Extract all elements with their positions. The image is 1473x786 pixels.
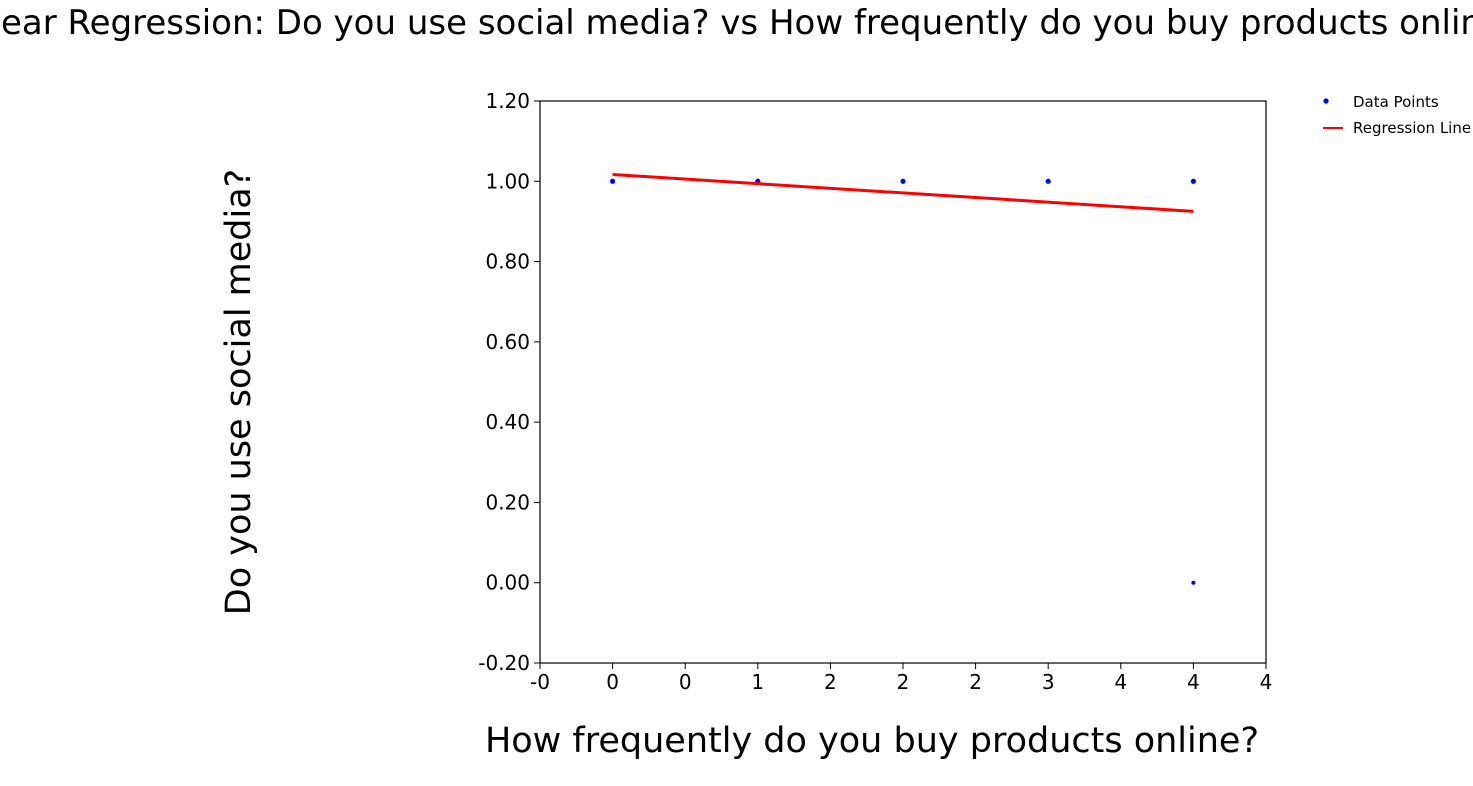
legend: Data Points Regression Line bbox=[1323, 93, 1471, 137]
data-point bbox=[1191, 580, 1196, 585]
x-tick-label: 0 bbox=[679, 670, 692, 694]
data-point bbox=[900, 178, 906, 184]
x-tick-label: 0 bbox=[606, 670, 619, 694]
data-point bbox=[1190, 178, 1196, 184]
legend-label-data-points: Data Points bbox=[1353, 93, 1439, 111]
y-tick-label: 0.20 bbox=[485, 490, 530, 514]
x-tick-label: 1 bbox=[751, 670, 764, 694]
legend-item-data-points: Data Points bbox=[1323, 93, 1439, 111]
legend-label-regression-line: Regression Line bbox=[1353, 119, 1471, 137]
x-tick-label: 3 bbox=[1042, 670, 1055, 694]
x-tick-label: 4 bbox=[1260, 670, 1273, 694]
legend-item-regression-line: Regression Line bbox=[1323, 119, 1471, 137]
x-tick-label: -0 bbox=[530, 670, 550, 694]
x-axis-label: How frequently do you buy products onlin… bbox=[485, 721, 1259, 761]
y-axis-label: Do you use social media? bbox=[219, 169, 259, 616]
regression-line bbox=[612, 172, 1194, 213]
y-tick-label: -0.20 bbox=[478, 651, 530, 675]
chart-title: Linear Regression: Do you use social med… bbox=[0, 3, 1473, 43]
y-tick-label: 0.00 bbox=[485, 571, 530, 595]
x-tick-label: 2 bbox=[824, 670, 837, 694]
y-tick-label: 0.80 bbox=[485, 250, 530, 274]
x-axis-ticks: -0 0 0 1 2 2 2 3 4 4 4 bbox=[530, 663, 1272, 694]
y-tick-label: 0.40 bbox=[485, 410, 530, 434]
x-tick-label: 2 bbox=[897, 670, 910, 694]
chart-marks bbox=[610, 172, 1196, 585]
x-tick-label: 4 bbox=[1114, 670, 1127, 694]
y-tick-label: 0.60 bbox=[485, 330, 530, 354]
x-tick-label: 4 bbox=[1187, 670, 1200, 694]
legend-marker-data-points bbox=[1323, 98, 1329, 104]
y-tick-label: 1.00 bbox=[485, 169, 530, 193]
plot-area bbox=[539, 100, 1267, 664]
y-axis-ticks: -0.20 0.00 0.20 0.40 0.60 0.80 1.00 1.20 bbox=[478, 89, 540, 675]
data-point bbox=[610, 178, 616, 184]
x-tick-label: 2 bbox=[969, 670, 982, 694]
data-point bbox=[1045, 178, 1051, 184]
y-tick-label: 1.20 bbox=[485, 89, 530, 113]
